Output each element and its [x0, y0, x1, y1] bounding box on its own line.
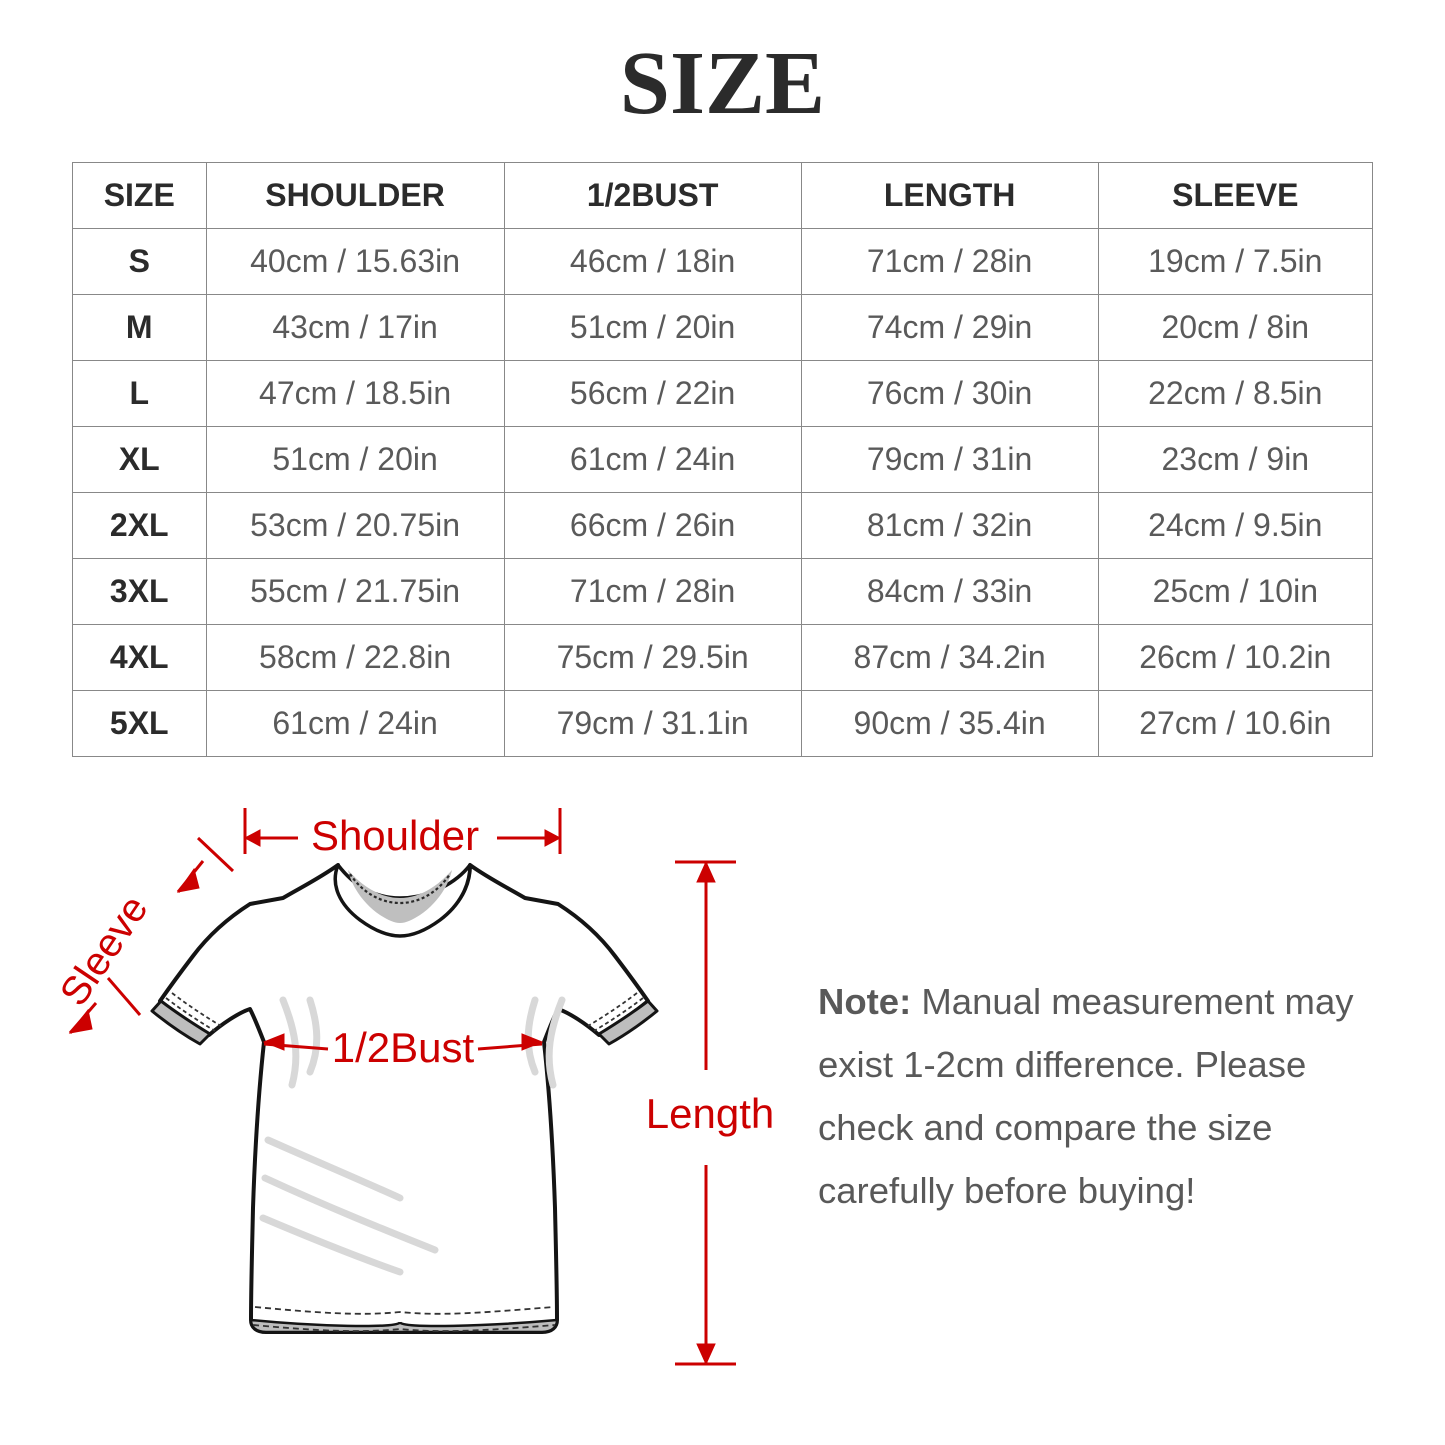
svg-text:Shoulder: Shoulder	[311, 812, 479, 859]
svg-text:Length: Length	[646, 1090, 774, 1137]
svg-text:Sleeve: Sleeve	[52, 888, 157, 1014]
svg-text:1/2Bust: 1/2Bust	[332, 1024, 475, 1071]
